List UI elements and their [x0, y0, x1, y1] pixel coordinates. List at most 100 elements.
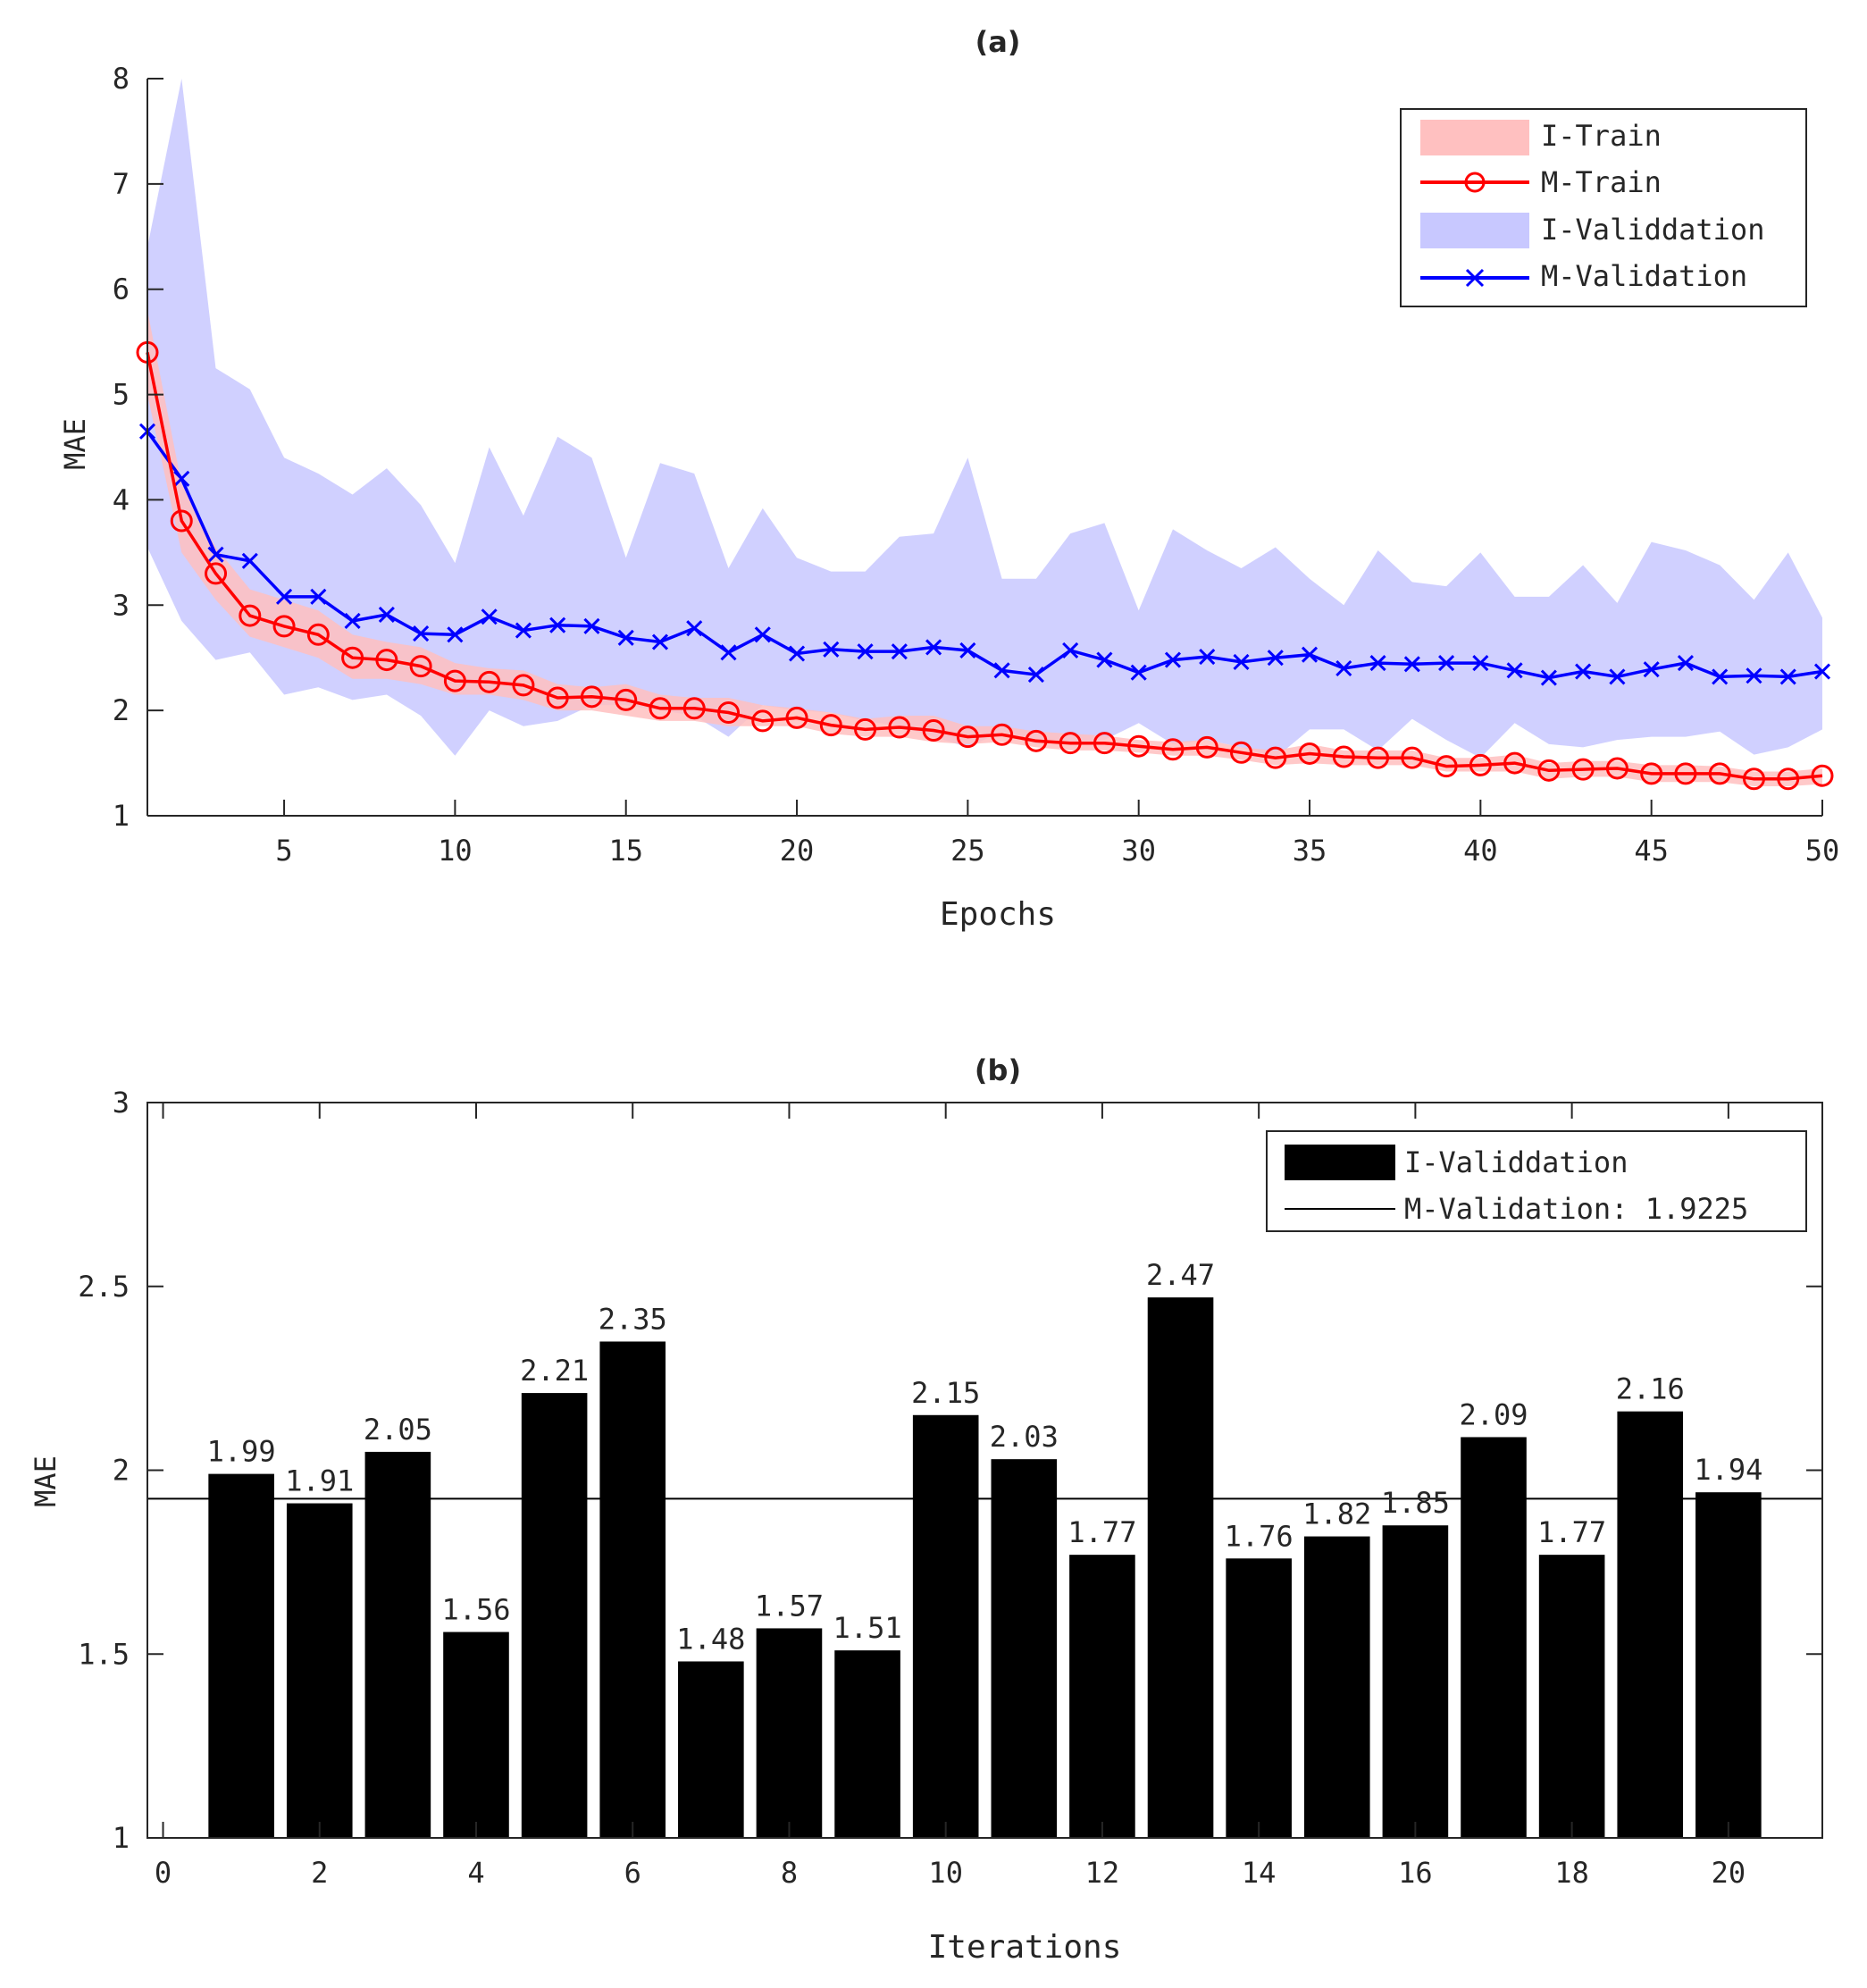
chart-b-x-tick-label: 12 [1085, 1856, 1120, 1890]
bar-value-label: 1.91 [285, 1464, 354, 1498]
m-validation-point [1813, 663, 1831, 680]
m-train-point [1605, 757, 1628, 780]
chart-b-title: (b) [975, 1053, 1021, 1087]
bar-value-label: 2.15 [911, 1376, 980, 1410]
m-validation-point [549, 617, 566, 633]
chart-b-x-tick-label: 2 [311, 1856, 328, 1890]
bar [756, 1628, 823, 1838]
chart-a-y-tick-label: 1 [113, 799, 130, 833]
m-validation-point [1369, 655, 1386, 672]
m-train-point [272, 615, 296, 638]
chart-b-x-tick-label: 8 [781, 1856, 798, 1890]
legend-label-m-train: M-Train [1541, 165, 1662, 199]
chart-a-x-tick-label: 10 [438, 834, 473, 868]
m-train-point [854, 717, 877, 741]
m-validation-point [1540, 669, 1557, 686]
chart-b-x-tick-label: 10 [928, 1856, 963, 1890]
m-validation-point [925, 639, 942, 656]
m-validation-point [788, 645, 806, 662]
chart-a-y-axis-label: MAE [58, 418, 92, 470]
chart-b-y-tick-label: 1.5 [78, 1637, 130, 1671]
m-train-point [819, 714, 842, 737]
chart-b-y-tick-label: 2.5 [78, 1270, 130, 1304]
m-train-point [615, 688, 638, 711]
chart-b-y-tick-label: 3 [113, 1086, 130, 1120]
chart-a-plot-area [136, 79, 1834, 791]
m-validation-point [1233, 653, 1250, 670]
chart-b-x-tick-label: 0 [155, 1856, 172, 1890]
m-train-point [1025, 729, 1048, 752]
m-train-point [546, 686, 569, 709]
chart-a-x-tick-label: 35 [1293, 834, 1327, 868]
m-train-point [170, 509, 193, 533]
m-validation-point [754, 626, 771, 643]
m-validation-point [1643, 661, 1660, 678]
m-validation-point [515, 622, 532, 639]
m-train-point [341, 646, 364, 669]
legend-marker-m-train [1464, 172, 1486, 193]
chart-b-y-tick-label: 2 [113, 1454, 130, 1488]
chart-b-y-tick-label: 1 [113, 1821, 130, 1855]
m-train-point [1059, 732, 1082, 755]
bar [1538, 1555, 1605, 1838]
m-train-point [375, 649, 398, 672]
chart-a-y-tick-label: 4 [113, 482, 130, 516]
chart-a-y-tick-label: 5 [113, 378, 130, 412]
bar [991, 1459, 1058, 1838]
chart-a-x-tick-label: 25 [950, 834, 985, 868]
m-validation-point [1472, 655, 1489, 672]
m-validation-point [1335, 659, 1352, 677]
m-validation-point [1403, 656, 1420, 673]
m-validation-point [959, 642, 976, 659]
m-train-point [785, 706, 808, 729]
bar-value-label: 2.03 [990, 1420, 1059, 1454]
bar [1303, 1536, 1370, 1838]
m-train-point [409, 655, 432, 678]
m-validation-point [720, 644, 737, 661]
m-validation-point [173, 470, 190, 487]
m-train-point [1469, 753, 1492, 776]
bar [1069, 1555, 1135, 1838]
chart-a-title: (a) [975, 25, 1021, 59]
m-train-point [1811, 764, 1834, 787]
m-validation-line [146, 430, 1823, 680]
bar [443, 1632, 509, 1838]
chart-a-legend: I-Train M-Train I-Validdation M-Validati… [1400, 108, 1807, 307]
m-validation-point [447, 626, 464, 643]
m-validation-point [310, 588, 327, 605]
m-train-point [1742, 768, 1765, 791]
bar [834, 1650, 900, 1838]
bar [286, 1503, 353, 1838]
bar-value-label: 2.35 [599, 1302, 667, 1336]
m-validation-point [481, 608, 498, 625]
m-train-point [1537, 759, 1561, 782]
bar [1382, 1525, 1449, 1838]
chart-a-x-tick-label: 20 [780, 834, 815, 868]
chart-a-x-axis-label: Epochs [940, 896, 1056, 933]
m-validation-point [1301, 646, 1319, 663]
m-train-point [1640, 762, 1663, 785]
chart-a-y-tick-label: 2 [113, 693, 130, 727]
m-validation-point [1164, 651, 1182, 668]
m-train-point [1298, 742, 1321, 765]
bar-value-label: 1.51 [833, 1611, 902, 1645]
bar-value-label: 1.76 [1225, 1519, 1294, 1553]
m-validation-point [1199, 648, 1216, 666]
i-validdation-band [147, 79, 1822, 759]
m-validation-point [993, 662, 1010, 679]
bar [1617, 1411, 1684, 1838]
m-train-point [1229, 741, 1252, 764]
chart-a-x-tick-label: 30 [1121, 834, 1156, 868]
m-train-point [205, 562, 228, 585]
m-validation-point [1062, 642, 1079, 659]
chart-b-x-axis-label: Iterations [928, 1929, 1122, 1966]
bar [208, 1473, 274, 1838]
m-train-point [922, 719, 945, 742]
m-train-point [956, 726, 979, 749]
chart-a-x-tick-label: 5 [275, 834, 292, 868]
m-train-point [1777, 768, 1800, 791]
m-validation-point [891, 643, 908, 660]
m-train-point [1264, 746, 1287, 769]
